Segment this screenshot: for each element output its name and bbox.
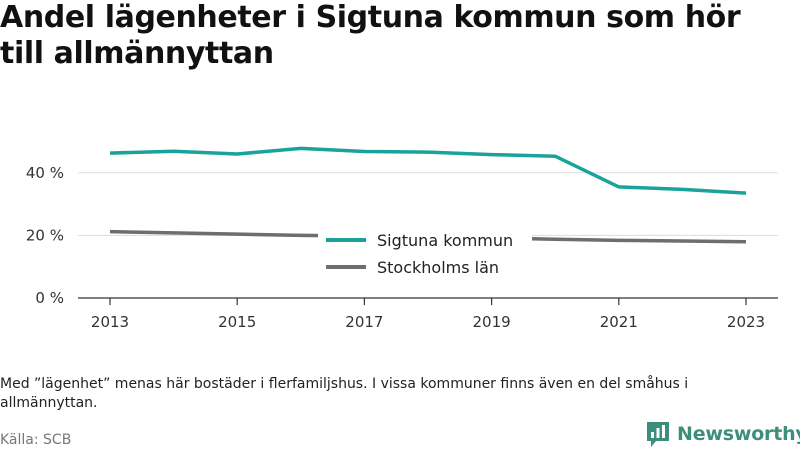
x-tick-label: 2023: [727, 313, 765, 331]
legend-label: Stockholms län: [377, 258, 499, 277]
y-axis-ticks: 0 % 20 % 40 %: [26, 164, 64, 307]
x-axis: 2013 2015 2017 2019 2021 2023: [78, 297, 778, 331]
y-tick-label: 40 %: [26, 164, 64, 182]
x-tick-label: 2015: [218, 313, 256, 331]
x-tick-label: 2017: [345, 313, 383, 331]
line-chart: 0 % 20 % 40 % 2013 2015 2017 2019 2021 2023 Sig…: [26, 146, 778, 331]
legend-label: Sigtuna kommun: [377, 231, 513, 250]
legend-background: [318, 226, 532, 282]
newsworthy-logo-icon: [647, 422, 669, 447]
legend: Sigtuna kommun Stockholms län: [318, 226, 532, 282]
source-label: Källa: SCB: [0, 432, 72, 448]
series-line-0: [109, 146, 747, 195]
y-tick-label: 20 %: [26, 226, 64, 244]
brand-logo: Newsworthy: [645, 419, 800, 449]
x-tick-label: 2019: [473, 313, 511, 331]
chart-title: Andel lägenheter i Sigtuna kommun som hö…: [0, 0, 741, 71]
x-tick-label: 2013: [91, 313, 129, 331]
y-tick-label: 0 %: [35, 289, 64, 307]
x-tick-label: 2021: [600, 313, 638, 331]
footnote: Med ”lägenhet” menas här bostäder i fler…: [0, 376, 689, 411]
brand-name: Newsworthy: [677, 423, 800, 445]
